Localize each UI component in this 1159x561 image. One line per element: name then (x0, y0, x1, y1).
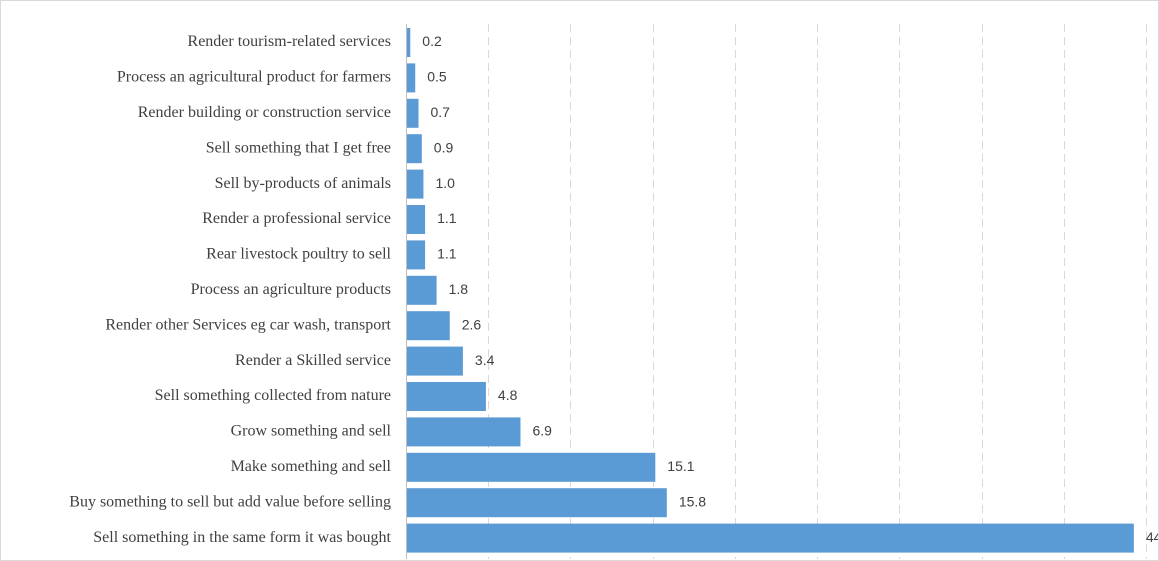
data-label: 44.2 (1146, 529, 1159, 545)
data-label: 1.8 (449, 281, 469, 297)
category-label: Process an agricultural product for farm… (117, 69, 391, 86)
bar (407, 382, 486, 411)
category-label: Grow something and sell (231, 423, 392, 440)
data-label: 3.4 (475, 352, 495, 368)
bars (407, 28, 1134, 553)
bar (407, 240, 426, 270)
category-labels: Render tourism-related services Process a… (69, 33, 391, 546)
data-label: 0.5 (427, 69, 447, 85)
category-label: Rear livestock poultry to sell (206, 246, 391, 263)
bar (407, 523, 1134, 553)
data-label: 1.0 (435, 175, 455, 191)
bar (407, 417, 521, 447)
data-label: 6.9 (532, 423, 552, 439)
bar (407, 28, 411, 57)
bar (407, 63, 416, 93)
category-label: Render a professional service (202, 210, 391, 227)
bar (407, 488, 667, 518)
category-label: Render building or construction service (138, 104, 391, 121)
bar (407, 452, 656, 482)
data-label: 2.6 (462, 316, 482, 332)
category-label: Render tourism-related services (188, 33, 391, 50)
data-label: 0.2 (422, 33, 442, 49)
category-label: Process an agriculture products (191, 281, 391, 298)
category-label: Sell something collected from nature (155, 387, 391, 404)
data-label: 0.7 (431, 104, 451, 120)
data-label: 15.8 (679, 493, 706, 509)
category-label: Render other Services eg car wash, trans… (105, 316, 391, 333)
data-label: 1.1 (437, 210, 457, 226)
bar (407, 311, 450, 341)
category-label: Make something and sell (231, 458, 392, 475)
category-label: Sell something in the same form it was b… (93, 529, 391, 546)
data-label: 1.1 (437, 246, 457, 262)
bar (407, 98, 419, 128)
bar (407, 205, 426, 234)
bar (407, 169, 424, 199)
value-labels: 0.2 0.5 0.7 0.9 1.0 1.1 1.1 1.8 2.6 3.4 4.8 6.9 15.1… (422, 33, 1159, 545)
data-label: 0.9 (434, 139, 454, 155)
category-label: Buy something to sell but add value befo… (69, 493, 391, 510)
category-label: Render a Skilled service (235, 352, 391, 369)
category-label: Sell something that I get free (206, 139, 391, 156)
data-label: 15.1 (667, 458, 694, 474)
category-label: Sell by-products of animals (215, 175, 391, 192)
bar (407, 346, 463, 376)
data-label: 4.8 (498, 387, 518, 403)
bar (407, 134, 422, 164)
bar (407, 275, 437, 305)
